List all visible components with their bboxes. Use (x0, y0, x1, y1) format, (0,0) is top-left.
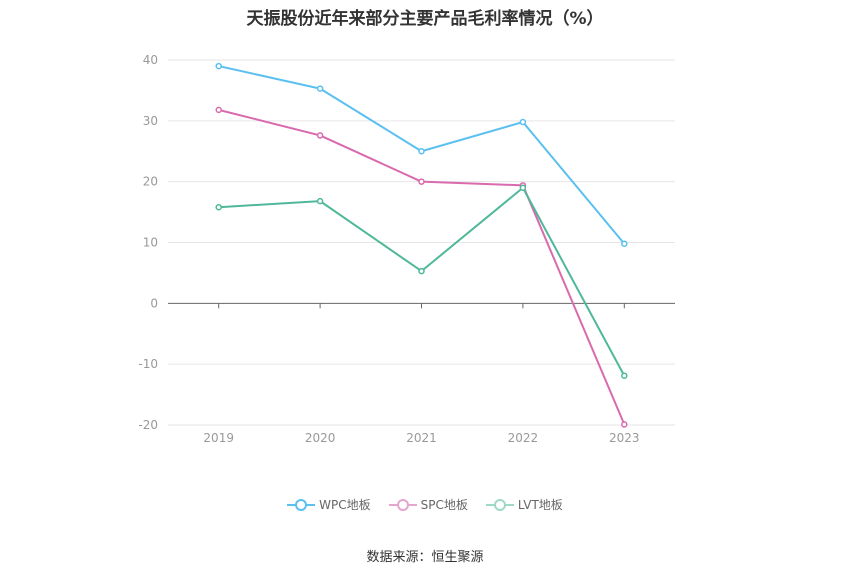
y-tick-label: -10 (138, 357, 158, 371)
series-line-spc (218, 108, 626, 425)
data-source: 数据来源：恒生聚源 (366, 550, 484, 565)
x-axis: 2019 2020 2021 2022 2023 (168, 302, 675, 445)
legend-item-wpc[interactable]: WPC地板 (287, 496, 371, 513)
data-point-wpc (418, 148, 425, 155)
chart-title: 天振股份近年来部分主要产品毛利率情况（%） (246, 9, 604, 29)
y-tick-label: 40 (143, 53, 158, 67)
data-point-spc (418, 178, 425, 185)
legend-wpc-marker-icon (287, 498, 316, 511)
x-tick-label: 2019 (203, 431, 234, 445)
grid-lines (168, 59, 675, 426)
legend-label-spc: SPC地板 (420, 498, 468, 512)
y-tick-label: 20 (143, 175, 158, 189)
y-tick-label: 10 (143, 236, 158, 250)
legend-spc-marker-icon (388, 498, 417, 511)
data-point-lvt (316, 197, 324, 205)
data-point-wpc (215, 62, 222, 70)
data-point-spc (621, 421, 628, 428)
data-point-lvt (215, 203, 222, 211)
x-tick-label: 2023 (609, 431, 640, 445)
y-tick-label: 0 (150, 296, 158, 310)
data-point-wpc (621, 240, 628, 247)
y-tick-label: -20 (138, 418, 158, 432)
legend-lvt-marker-icon (485, 498, 514, 511)
data-point-spc (215, 106, 222, 114)
series-line-wpc (218, 65, 626, 245)
data-point-wpc (519, 118, 527, 126)
data-point-wpc (316, 85, 324, 92)
legend-item-spc[interactable]: SPC地板 (388, 496, 468, 513)
x-tick-label: 2021 (406, 431, 437, 445)
data-point-lvt (519, 184, 527, 191)
data-point-lvt (418, 267, 425, 275)
y-axis-ticks: 40 30 20 10 0 -10 -20 (138, 53, 158, 432)
x-tick-label: 2022 (508, 431, 539, 445)
legend: WPC地板 SPC地板 LVT地板 (0, 496, 850, 513)
legend-label-lvt: LVT地板 (517, 498, 563, 512)
legend-item-lvt[interactable]: LVT地板 (485, 496, 563, 513)
y-tick-label: 30 (143, 114, 158, 128)
data-point-spc (316, 132, 324, 139)
legend-label-wpc: WPC地板 (319, 498, 371, 512)
series-lines (215, 62, 628, 428)
data-point-lvt (621, 372, 628, 379)
x-tick-label: 2020 (305, 431, 336, 445)
